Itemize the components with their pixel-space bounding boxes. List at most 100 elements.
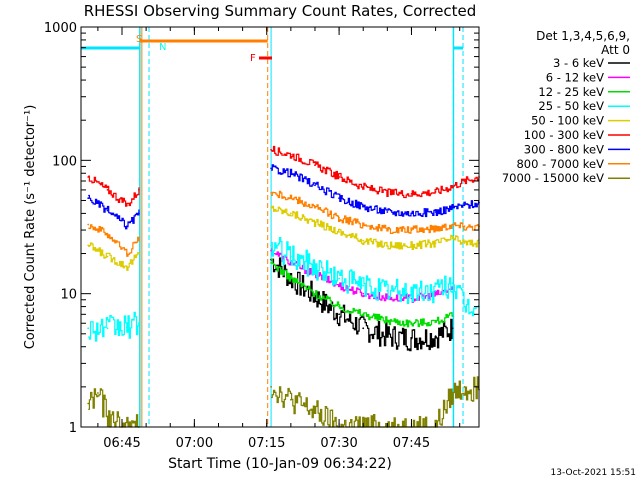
series-8-point-6: [290, 398, 292, 401]
legend-label-1: 6 - 12 keV: [546, 70, 604, 84]
annotation-s: S: [136, 34, 142, 45]
series-line-6-segment-1: [271, 164, 480, 218]
series-7-point-3: [138, 237, 140, 240]
legend-label-3: 25 - 50 keV: [538, 99, 604, 113]
series-7-point-11: [434, 227, 437, 230]
series-4-point-9: [386, 244, 389, 247]
series-3-point-4: [270, 244, 272, 247]
series-4-point-1: [106, 255, 109, 258]
series-0-point-5: [386, 335, 389, 338]
legend-label-4: 50 - 100 keV: [531, 114, 604, 128]
series-5-point-0: [87, 176, 90, 178]
series-0-point-6: [410, 337, 413, 340]
series-4-point-10: [410, 244, 413, 247]
series-line-7-segment-0: [88, 224, 140, 257]
series-8-point-14: [463, 386, 466, 388]
series-7-point-0: [87, 223, 90, 226]
x-tick-label-2: 07:15: [248, 436, 285, 451]
series-0-point-3: [338, 313, 340, 316]
series-1-point-7: [434, 293, 437, 296]
x-axis: 06:45 07:00 07:15 07:30 07:45: [97, 27, 461, 451]
y-tick-label-2: 100: [52, 154, 77, 169]
series-6-point-2: [125, 225, 128, 228]
x-tick-label-1: 07:00: [176, 436, 213, 451]
series-8-point-13: [451, 392, 454, 394]
legend-label-6: 300 - 800 keV: [524, 142, 604, 156]
x-tick-label-3: 07:30: [320, 436, 357, 451]
series-5-point-5: [290, 153, 292, 156]
series-7-point-5: [290, 197, 292, 200]
series-6-point-3: [138, 212, 140, 215]
series-3-point-7: [338, 277, 340, 280]
x-axis-label: Start Time (10-Jan-09 06:34:22): [168, 456, 392, 472]
series-6-point-1: [106, 209, 109, 212]
series-line-6-segment-0: [88, 194, 140, 230]
series-line-4-segment-1: [271, 205, 480, 250]
series-3-point-13: [463, 305, 466, 308]
time-bands: [81, 27, 464, 427]
legend-label-7: 800 - 7000 keV: [516, 157, 604, 171]
series-4-point-0: [87, 244, 90, 247]
series-5-point-10: [410, 193, 413, 195]
series-line-3-segment-1: [271, 237, 480, 317]
series-line-4-segment-0: [88, 242, 140, 271]
legend-label-2: 12 - 25 keV: [538, 85, 604, 99]
series-5-point-9: [386, 192, 389, 194]
series-line-5-segment-1: [271, 145, 480, 199]
series-5-point-7: [338, 176, 340, 178]
series-line-5-segment-0: [88, 175, 140, 207]
series-7-point-7: [338, 217, 340, 219]
y-tick-label-1: 10: [60, 288, 77, 303]
series-8-point-5: [270, 386, 272, 388]
series-3-point-10: [410, 291, 413, 294]
series-3-point-3: [138, 322, 140, 325]
series-layer: [87, 145, 480, 428]
series-4-point-5: [290, 212, 292, 215]
y-tick-label-0: 1: [69, 421, 77, 436]
series-5-point-12: [451, 185, 454, 188]
series-5-point-8: [362, 186, 365, 189]
y-axis: 1 10 100 1000: [44, 21, 479, 436]
series-6-point-4: [270, 167, 272, 170]
timestamp: 13-Oct-2021 15:51: [551, 468, 636, 478]
annotation-f: F: [250, 53, 256, 64]
series-4-point-8: [362, 239, 365, 242]
series-5-point-4: [270, 148, 272, 151]
series-2-point-6: [410, 322, 413, 325]
x-tick-label-4: 07:45: [393, 436, 430, 451]
series-6-point-11: [434, 211, 437, 213]
series-6-point-13: [463, 204, 466, 207]
annotation-n: N: [159, 42, 166, 53]
series-line-7-segment-1: [271, 190, 480, 234]
series-line-8-segment-1: [271, 376, 480, 428]
series-7-point-12: [451, 223, 454, 226]
series-8-point-7: [314, 410, 316, 413]
series-4-point-6: [314, 221, 316, 224]
series-2-point-1: [290, 277, 292, 280]
series-7-point-6: [314, 207, 316, 209]
series-line-2-segment-0: [271, 258, 453, 328]
series-4-point-3: [138, 252, 140, 255]
series-8-point-1: [97, 392, 99, 394]
series-0-point-4: [362, 327, 365, 330]
series-6-point-7: [338, 197, 340, 200]
series-1-point-3: [338, 284, 340, 287]
series-0-point-8: [451, 327, 454, 330]
series-7-point-4: [270, 192, 272, 194]
legend-label-5: 100 - 300 keV: [524, 128, 604, 142]
series-line-1-segment-0: [271, 248, 453, 303]
y-tick-label-3: 1000: [44, 21, 77, 36]
series-7-point-9: [386, 229, 389, 232]
series-6-point-0: [87, 197, 90, 200]
series-1-point-0: [270, 249, 272, 252]
series-5-point-13: [463, 180, 466, 182]
series-5-point-6: [314, 164, 316, 167]
series-2-point-8: [451, 315, 454, 317]
series-1-point-4: [362, 292, 365, 295]
series-5-point-1: [106, 189, 109, 191]
series-3-point-11: [434, 289, 437, 292]
series-2-point-7: [434, 320, 437, 323]
legend-header-line-2: Att 0: [601, 43, 630, 57]
